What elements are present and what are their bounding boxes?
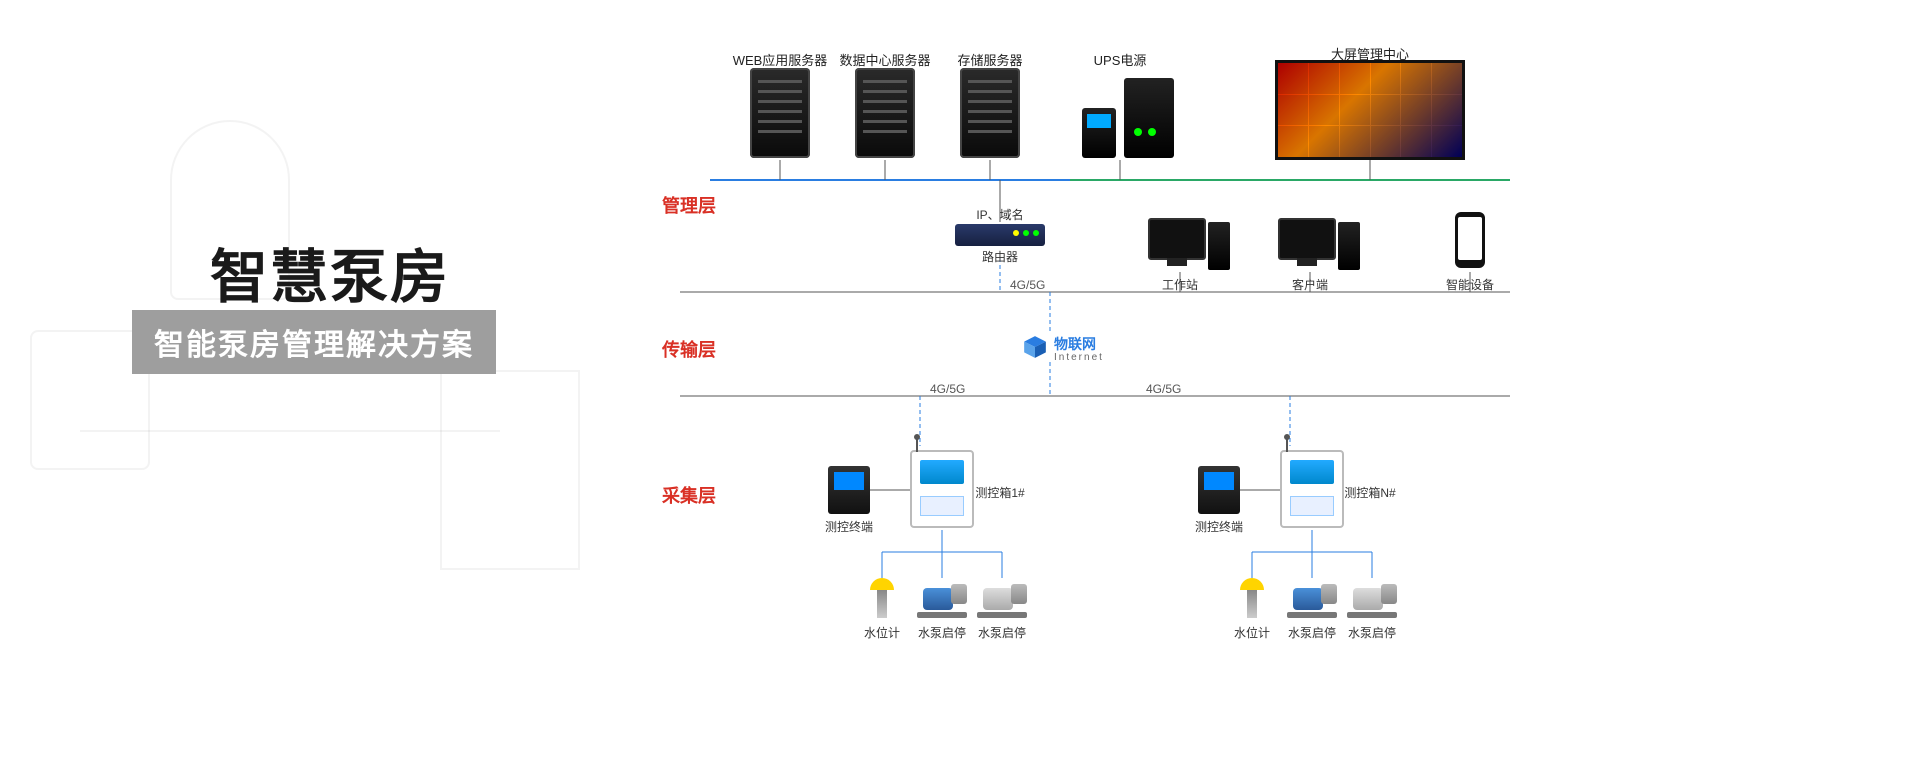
client-monitor-icon bbox=[1278, 218, 1336, 260]
server-web-label: WEB应用服务器 bbox=[733, 50, 828, 69]
pump-2a-icon bbox=[1287, 582, 1337, 618]
server-storage-label: 存储服务器 bbox=[957, 50, 1022, 69]
router-label: 路由器 bbox=[982, 248, 1018, 265]
architecture-diagram: 管理层 传输层 采集层 WEB应用服务器 数据中心服务器 存储服务器 UPS电源… bbox=[650, 0, 1907, 782]
router-icon bbox=[955, 224, 1045, 246]
pump-1b-icon bbox=[977, 582, 1027, 618]
pump-1a-icon bbox=[917, 582, 967, 618]
sensor-2-icon bbox=[1238, 578, 1266, 618]
pump-2a-label: 水泵启停 bbox=[1288, 624, 1336, 641]
pump-1a-label: 水泵启停 bbox=[918, 624, 966, 641]
sensor-2-label: 水位计 bbox=[1234, 624, 1270, 641]
server-web-icon bbox=[750, 68, 810, 158]
ups-small-icon bbox=[1082, 108, 1116, 158]
iot-sub-label: Internet bbox=[1054, 352, 1104, 363]
ctrlbox-2-label: 测控箱N# bbox=[1344, 484, 1395, 501]
hero-subtitle: 智能泵房管理解决方案 bbox=[132, 310, 496, 374]
bigscreen-label: 大屏管理中心 bbox=[1331, 44, 1409, 63]
pump-2b-label: 水泵启停 bbox=[1348, 624, 1396, 641]
terminal-1-icon bbox=[828, 466, 870, 514]
pump-1b-label: 水泵启停 bbox=[978, 624, 1026, 641]
iot-label: 物联网 bbox=[1054, 334, 1096, 354]
client-label: 客户端 bbox=[1292, 276, 1328, 293]
server-datacenter-icon bbox=[855, 68, 915, 158]
sensor-1-icon bbox=[868, 578, 896, 618]
layer-label-collect: 采集层 bbox=[662, 482, 716, 508]
terminal-2-label: 测控终端 bbox=[1195, 518, 1243, 535]
ctrlbox-1-icon bbox=[910, 450, 974, 528]
bigscreen-icon bbox=[1275, 60, 1465, 160]
layer-label-transport: 传输层 bbox=[662, 336, 716, 362]
phone-icon bbox=[1455, 212, 1485, 268]
hero-panel: 智慧泵房 智能泵房管理解决方案 bbox=[0, 0, 640, 782]
pump-2b-icon bbox=[1347, 582, 1397, 618]
ups-label: UPS电源 bbox=[1094, 50, 1147, 69]
workstation-tower-icon bbox=[1208, 222, 1230, 270]
layer-label-management: 管理层 bbox=[662, 192, 716, 218]
iot-cube-icon bbox=[1022, 334, 1048, 360]
link-4g5g-c: 4G/5G bbox=[1146, 382, 1181, 396]
phone-label: 智能设备 bbox=[1446, 276, 1494, 293]
sensor-1-label: 水位计 bbox=[864, 624, 900, 641]
server-datacenter-label: 数据中心服务器 bbox=[839, 50, 930, 69]
hero-title: 智慧泵房 bbox=[210, 230, 450, 314]
terminal-1-label: 测控终端 bbox=[825, 518, 873, 535]
workstation-monitor-icon bbox=[1148, 218, 1206, 260]
ups-big-icon bbox=[1124, 78, 1174, 158]
ctrlbox-1-label: 测控箱1# bbox=[975, 484, 1024, 501]
link-4g5g-a: 4G/5G bbox=[1010, 278, 1045, 292]
link-4g5g-b: 4G/5G bbox=[930, 382, 965, 396]
client-tower-icon bbox=[1338, 222, 1360, 270]
ctrlbox-2-icon bbox=[1280, 450, 1344, 528]
server-storage-icon bbox=[960, 68, 1020, 158]
terminal-2-icon bbox=[1198, 466, 1240, 514]
workstation-label: 工作站 bbox=[1162, 276, 1198, 293]
router-ip-label: IP、域名 bbox=[976, 206, 1023, 223]
